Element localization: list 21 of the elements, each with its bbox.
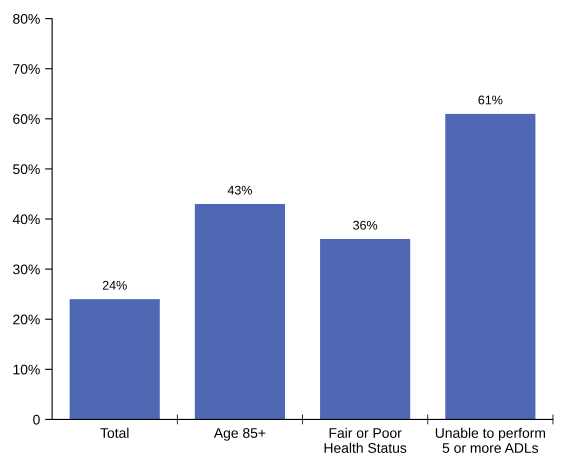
y-tick-label: 60%: [13, 114, 40, 124]
y-tick-label: 0: [33, 414, 40, 425]
data-label: 36%: [353, 220, 378, 230]
y-tick-label: 20%: [13, 314, 40, 324]
y-tick-label: 70%: [13, 64, 40, 74]
y-tick-label: 30%: [13, 264, 40, 274]
y-tick-label: 40%: [12, 214, 40, 224]
y-tick-label: 10%: [14, 364, 40, 374]
x-tick-label: Age 85+: [214, 428, 266, 441]
x-tick-label: Fair or Poor Health Status: [324, 428, 406, 453]
data-label: 43%: [228, 186, 252, 195]
bar: [320, 239, 410, 420]
bar: [194, 204, 285, 420]
y-tick-label: 80%: [13, 14, 40, 24]
x-tick-label: Total: [100, 428, 128, 438]
y-tick-label: 50%: [13, 164, 40, 174]
data-label: 24%: [102, 280, 127, 290]
bar: [445, 114, 536, 420]
data-label: 61%: [478, 96, 502, 104]
x-tick-label: Unable to perform 5 or more ADLs: [436, 428, 546, 453]
bar: [70, 299, 160, 420]
